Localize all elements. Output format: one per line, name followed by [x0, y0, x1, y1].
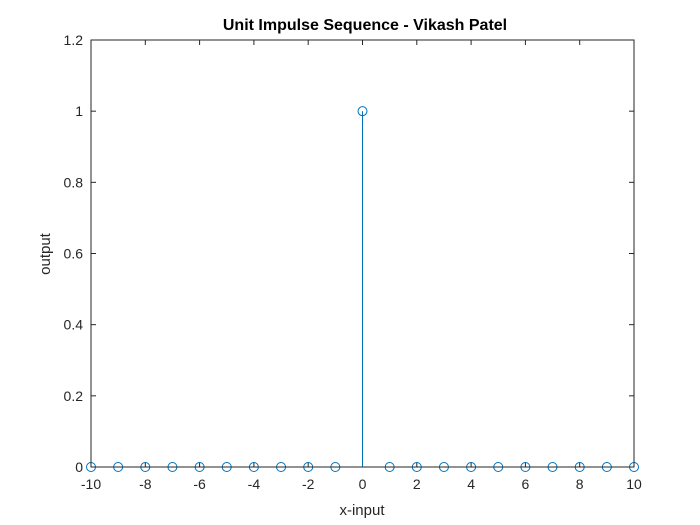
- x-tick-label: 6: [522, 476, 530, 492]
- x-tick-label: 0: [359, 476, 367, 492]
- y-tick-label: 0.2: [64, 388, 84, 404]
- x-tick-label: -10: [81, 476, 101, 492]
- y-tick-label: 1.2: [64, 32, 84, 48]
- x-tick-label: -2: [302, 476, 315, 492]
- y-tick-label: 1: [75, 103, 83, 119]
- x-tick-label: -6: [193, 476, 206, 492]
- y-tick-label: 0: [75, 459, 83, 475]
- x-tick-label: 2: [413, 476, 421, 492]
- x-tick-label: -8: [139, 476, 152, 492]
- y-axis-label: output: [37, 232, 54, 275]
- x-tick-label: -4: [248, 476, 261, 492]
- x-tick-label: 4: [467, 476, 475, 492]
- x-axis-label: x-input: [339, 502, 385, 519]
- x-tick-label: 8: [576, 476, 584, 492]
- axes-layer: -10 -8 -6 -4 -2 0 2 4 6 8 10 0 0.2 0.4 0.6 0.8 1 1.2: [64, 32, 642, 492]
- axes-box: [90, 39, 635, 468]
- y-tick-label: 0.4: [64, 317, 84, 333]
- stem-marker: [357, 106, 368, 117]
- y-tick-label: 0.6: [64, 246, 84, 262]
- y-tick-label: 0.8: [64, 174, 84, 190]
- x-tick-label: 10: [626, 476, 642, 492]
- chart-title: Unit Impulse Sequence - Vikash Patel: [223, 17, 507, 34]
